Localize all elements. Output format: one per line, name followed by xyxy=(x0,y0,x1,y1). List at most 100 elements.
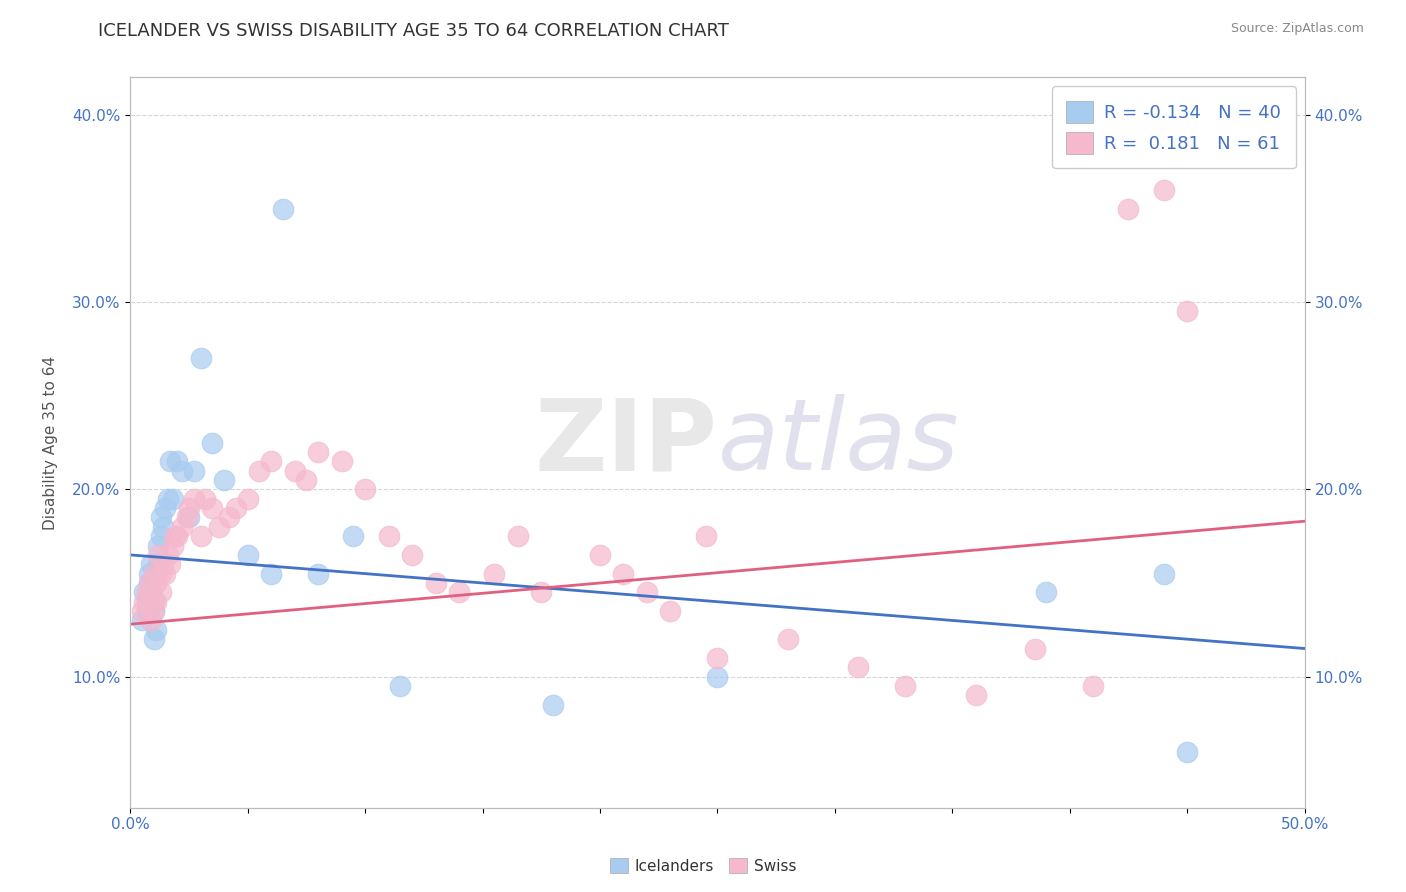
Point xyxy=(307,566,329,581)
Legend: Icelanders, Swiss: Icelanders, Swiss xyxy=(603,852,803,880)
Point xyxy=(135,585,157,599)
Point xyxy=(162,491,184,506)
Point xyxy=(965,689,987,703)
Point xyxy=(530,585,553,599)
Point xyxy=(177,510,200,524)
Point xyxy=(377,529,399,543)
Point xyxy=(138,566,160,581)
Point xyxy=(176,510,198,524)
Point xyxy=(190,351,212,366)
Point xyxy=(148,558,170,572)
Point xyxy=(145,566,167,581)
Point xyxy=(1153,183,1175,197)
Point xyxy=(131,604,153,618)
Legend: R = -0.134   N = 40, R =  0.181   N = 61: R = -0.134 N = 40, R = 0.181 N = 61 xyxy=(1052,87,1296,169)
Point xyxy=(342,529,364,543)
Point xyxy=(1024,641,1046,656)
Point xyxy=(149,585,172,599)
Point xyxy=(141,585,163,599)
Point xyxy=(848,660,870,674)
Point xyxy=(145,576,167,591)
Point xyxy=(138,576,160,591)
Text: Source: ZipAtlas.com: Source: ZipAtlas.com xyxy=(1230,22,1364,36)
Point xyxy=(138,595,160,609)
Point xyxy=(506,529,529,543)
Point xyxy=(183,464,205,478)
Point xyxy=(260,566,283,581)
Point xyxy=(159,558,181,572)
Point xyxy=(1083,679,1105,693)
Point xyxy=(134,595,156,609)
Point xyxy=(208,520,231,534)
Point xyxy=(236,491,259,506)
Point xyxy=(142,566,165,581)
Point xyxy=(776,632,799,647)
Point xyxy=(201,501,224,516)
Point xyxy=(155,566,177,581)
Point xyxy=(142,604,165,618)
Point xyxy=(271,202,294,216)
Point xyxy=(159,454,181,468)
Point xyxy=(389,679,412,693)
Point xyxy=(1175,304,1198,318)
Point xyxy=(236,548,259,562)
Point xyxy=(135,604,157,618)
Point xyxy=(249,464,271,478)
Point xyxy=(166,454,188,468)
Point xyxy=(145,623,167,637)
Text: atlas: atlas xyxy=(717,394,959,491)
Point xyxy=(166,529,188,543)
Point xyxy=(135,595,157,609)
Point xyxy=(163,529,186,543)
Point xyxy=(155,501,177,516)
Point xyxy=(354,483,377,497)
Point xyxy=(425,576,447,591)
Point xyxy=(330,454,353,468)
Point xyxy=(145,595,167,609)
Point xyxy=(183,491,205,506)
Point xyxy=(152,558,174,572)
Text: ZIP: ZIP xyxy=(534,394,717,491)
Point xyxy=(484,566,506,581)
Point xyxy=(212,473,235,487)
Point xyxy=(149,566,172,581)
Point xyxy=(284,464,307,478)
Point xyxy=(156,491,179,506)
Point xyxy=(142,595,165,609)
Point xyxy=(225,501,247,516)
Point xyxy=(190,529,212,543)
Point xyxy=(1175,744,1198,758)
Point xyxy=(260,454,283,468)
Point xyxy=(141,614,163,628)
Point xyxy=(138,576,160,591)
Point xyxy=(170,464,193,478)
Point xyxy=(148,539,170,553)
Point xyxy=(131,614,153,628)
Point xyxy=(148,548,170,562)
Point xyxy=(141,558,163,572)
Point xyxy=(170,520,193,534)
Point xyxy=(1153,566,1175,581)
Point xyxy=(1035,585,1057,599)
Point xyxy=(134,585,156,599)
Point xyxy=(894,679,917,693)
Point xyxy=(636,585,658,599)
Point xyxy=(695,529,717,543)
Point xyxy=(141,585,163,599)
Point xyxy=(149,510,172,524)
Point xyxy=(149,529,172,543)
Point xyxy=(612,566,634,581)
Point xyxy=(449,585,471,599)
Point xyxy=(142,632,165,647)
Point xyxy=(201,435,224,450)
Point xyxy=(218,510,240,524)
Point xyxy=(307,445,329,459)
Point xyxy=(162,539,184,553)
Point xyxy=(156,548,179,562)
Point xyxy=(1118,202,1140,216)
Point xyxy=(194,491,217,506)
Point xyxy=(589,548,612,562)
Point xyxy=(152,520,174,534)
Y-axis label: Disability Age 35 to 64: Disability Age 35 to 64 xyxy=(44,356,58,530)
Point xyxy=(401,548,423,562)
